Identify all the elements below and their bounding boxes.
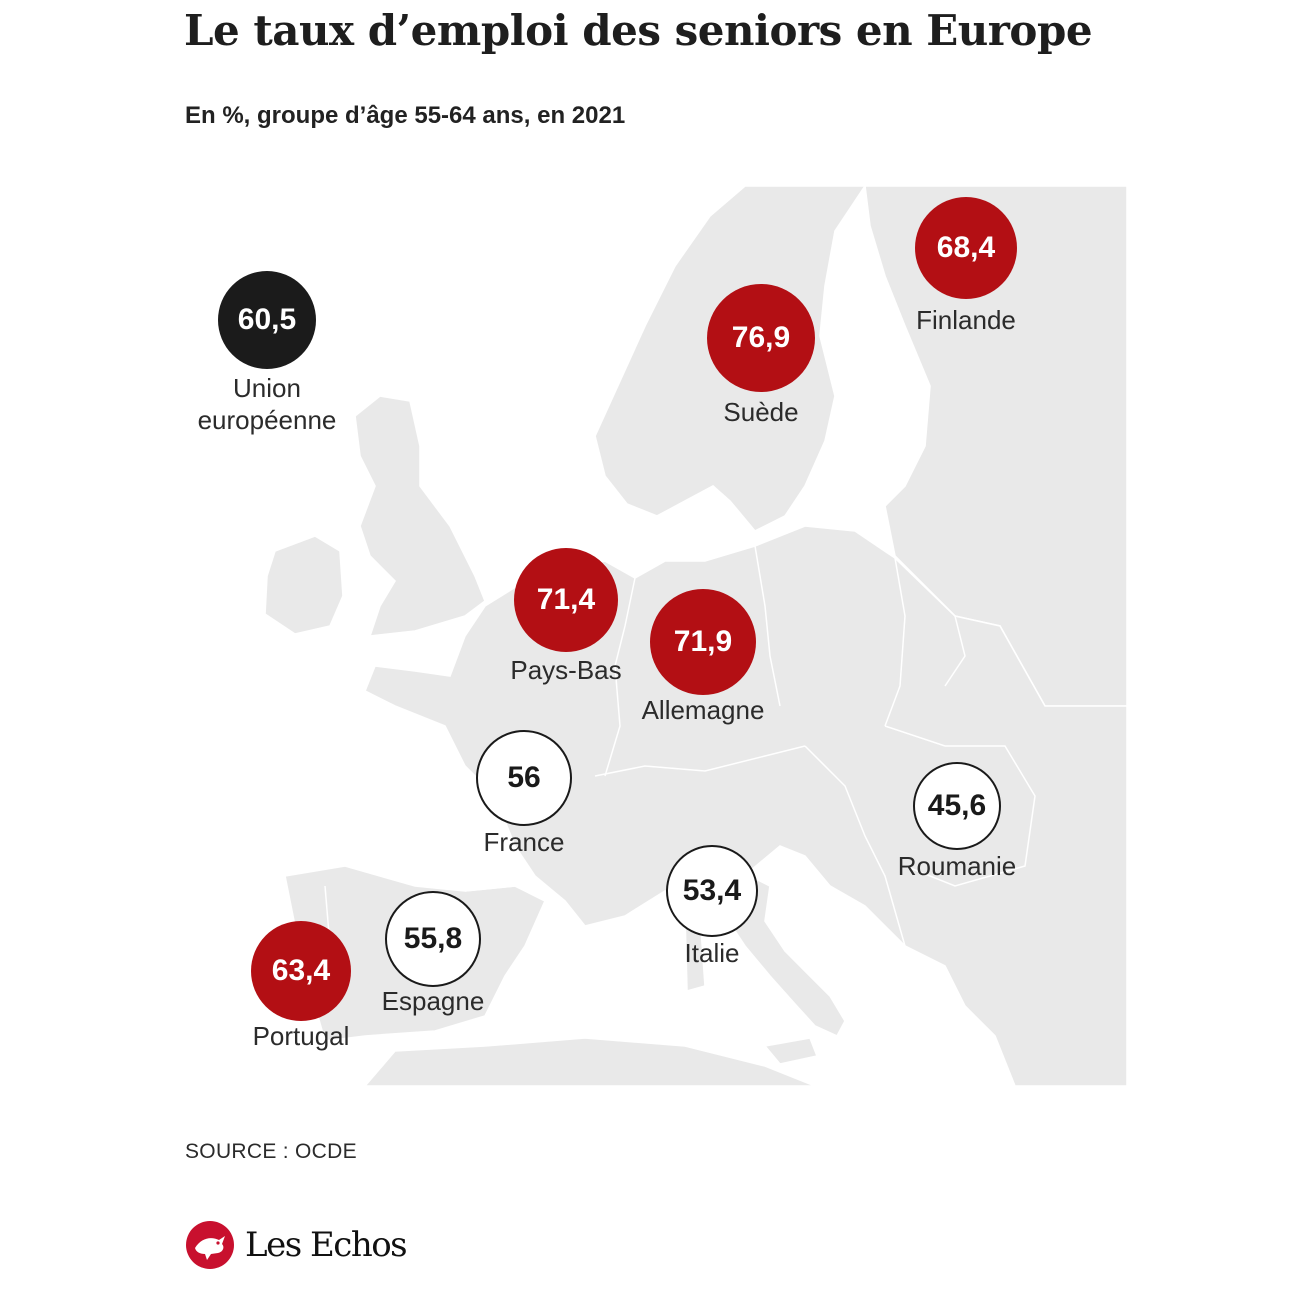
bubble-roumanie: 45,6	[913, 762, 1001, 850]
label-allemagne: Allemagne	[641, 695, 765, 725]
ireland-shape	[264, 535, 344, 635]
label-finlande: Finlande	[916, 305, 1016, 335]
sicily-shape	[763, 1037, 819, 1065]
border-balkans	[804, 745, 906, 947]
border-poland-east	[884, 557, 906, 727]
border-france-germany	[604, 577, 636, 777]
les-echos-emblem-icon	[186, 1221, 234, 1269]
bubble-france: 56	[476, 730, 572, 826]
label-france: France	[483, 827, 565, 857]
source-note: SOURCE : OCDE	[185, 1140, 357, 1163]
europe-map	[165, 186, 1127, 1086]
border-romania	[884, 725, 1036, 887]
label-italie: Italie	[684, 938, 740, 968]
eu-average-label: Union européenne	[198, 372, 337, 436]
border-germany-poland	[754, 545, 781, 707]
eu-label-line2: européenne	[197, 405, 337, 435]
eu-average-bubble: 60,5	[218, 271, 316, 369]
brand-wordmark: Les Echos	[245, 1225, 408, 1265]
border-france-spain	[464, 885, 516, 892]
north-africa-shape	[363, 1037, 816, 1086]
label-espagne: Espagne	[381, 986, 485, 1016]
eu-label-line1: Union	[233, 373, 301, 403]
bubble-finlande: 68,4	[915, 197, 1017, 299]
chart-title: Le taux d’emploi des seniors en Europe	[184, 6, 1093, 55]
label-pays-bas: Pays-Bas	[510, 655, 622, 685]
chart-subtitle: En %, groupe d’âge 55-64 ans, en 2021	[185, 102, 626, 129]
bubble-espagne: 55,8	[385, 891, 481, 987]
label-suede: Suède	[723, 397, 799, 427]
bubble-allemagne: 71,9	[650, 589, 756, 695]
great-britain-shape	[354, 395, 486, 637]
bubble-portugal: 63,4	[251, 921, 351, 1021]
border-alps	[594, 745, 806, 777]
bubble-suede: 76,9	[707, 284, 815, 392]
label-portugal: Portugal	[252, 1021, 350, 1051]
les-echos-logo: Les Echos	[185, 1220, 408, 1270]
label-roumanie: Roumanie	[897, 851, 1017, 881]
bubble-pays-bas: 71,4	[514, 548, 618, 652]
continent-shape	[363, 525, 1127, 1086]
bubble-italie: 53,4	[666, 845, 758, 937]
border-baltics	[944, 615, 966, 687]
